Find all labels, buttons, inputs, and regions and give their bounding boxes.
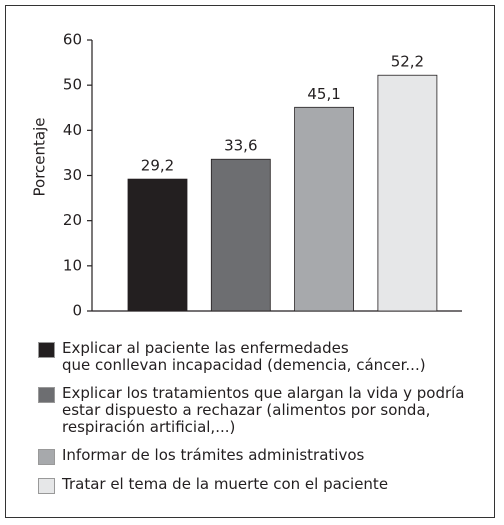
y-tick-label: 10 (63, 256, 82, 274)
frame (5, 5, 495, 518)
legend-swatch (38, 478, 55, 494)
legend-label: Explicar al paciente las enfermedades qu… (62, 339, 426, 374)
legend-swatch (38, 449, 55, 465)
legend-label: Tratar el tema de la muerte con el pacie… (62, 475, 389, 493)
value-label: 29,2 (141, 157, 174, 175)
y-tick-label: 50 (63, 76, 82, 94)
legend: Explicar al paciente las enfermedades qu… (38, 340, 498, 505)
y-tick-label: 0 (72, 302, 82, 320)
y-tick-label: 40 (63, 121, 82, 139)
chart: Porcentaje 0 10 20 30 40 50 60 29,2 33,6 45,1 52,2 (31, 31, 462, 320)
y-axis-label: Porcentaje (31, 118, 49, 197)
value-label: 33,6 (224, 137, 257, 155)
value-label: 52,2 (391, 53, 424, 71)
value-label: 45,1 (307, 85, 340, 103)
y-tick-label: 30 (63, 166, 82, 184)
bar (377, 74, 438, 312)
legend-item: Informar de los trámites administrativos (38, 447, 498, 465)
legend-label: Explicar los tratamientos que alargan la… (62, 384, 465, 436)
bar (210, 158, 271, 312)
legend-label: Informar de los trámites administrativos (62, 446, 365, 464)
legend-item: Explicar los tratamientos que alargan la… (38, 385, 498, 436)
bar (127, 178, 188, 312)
legend-swatch (38, 342, 55, 358)
y-tick-label: 60 (63, 31, 82, 49)
legend-item: Tratar el tema de la muerte con el pacie… (38, 476, 498, 494)
bar (294, 106, 355, 312)
legend-swatch (38, 387, 55, 403)
legend-item: Explicar al paciente las enfermedades qu… (38, 340, 498, 374)
y-tick-label: 20 (63, 211, 82, 229)
